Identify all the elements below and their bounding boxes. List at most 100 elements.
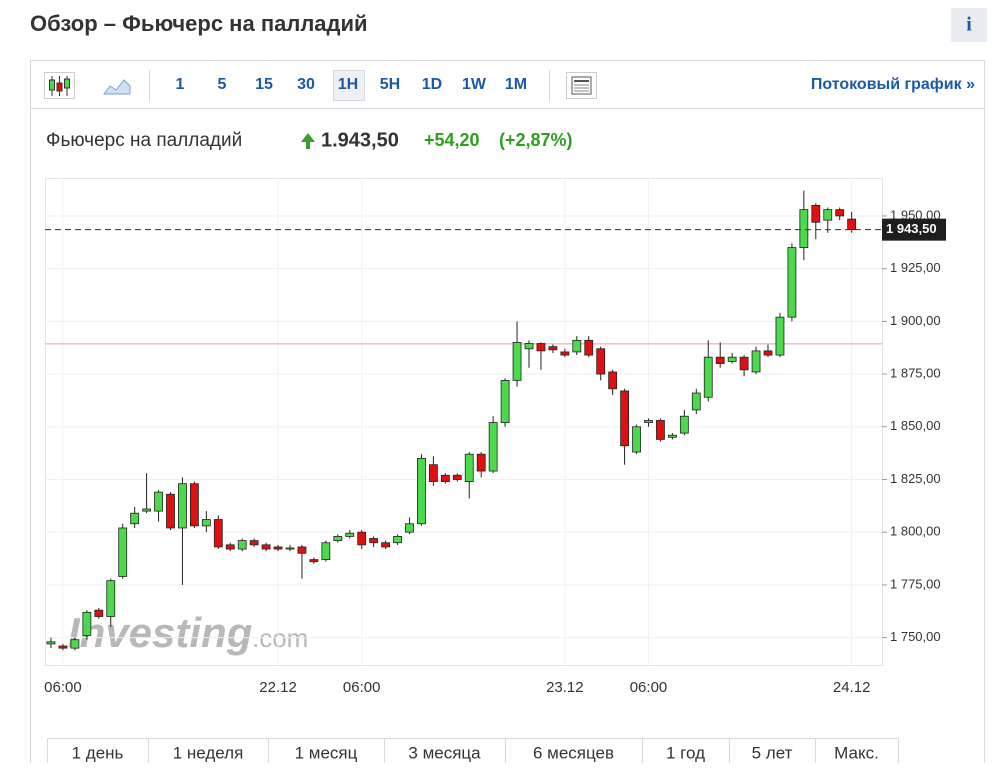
- candle-body: [142, 508, 152, 512]
- period-label[interactable]: 1 неделя: [173, 743, 244, 762]
- interval-button[interactable]: 1W: [462, 76, 487, 93]
- candle-body: [476, 453, 486, 472]
- interval-button[interactable]: 1: [176, 76, 185, 93]
- candle-icon[interactable]: [44, 72, 75, 99]
- candle-body: [787, 247, 797, 318]
- y-tick-label: 1 925,00: [890, 260, 941, 275]
- candle-body: [261, 544, 271, 550]
- last-price-label: 1 943,50: [886, 221, 937, 236]
- interval-button[interactable]: 15: [255, 76, 273, 93]
- y-tick-label: 1 775,00: [890, 576, 941, 591]
- y-tick-label: 1 950,00: [890, 207, 941, 222]
- quote-change: +54,20: [424, 130, 480, 150]
- x-tick-label: 24.12: [833, 679, 871, 696]
- candle-body: [763, 350, 773, 356]
- interval-button[interactable]: 1H: [338, 76, 358, 93]
- x-tick-label: 06:00: [44, 679, 82, 696]
- y-tick-label: 1 850,00: [890, 418, 941, 433]
- y-tick-label: 1 750,00: [890, 629, 941, 644]
- interval-button[interactable]: 30: [297, 76, 315, 93]
- candle-body: [703, 356, 713, 398]
- candle-body: [345, 532, 355, 537]
- candle-body: [82, 611, 92, 636]
- candle-body: [249, 540, 259, 546]
- candle-body: [524, 343, 534, 350]
- period-label[interactable]: 5 лет: [752, 743, 793, 762]
- candle-body: [727, 356, 737, 362]
- candle-body: [393, 535, 402, 544]
- candle-body: [596, 348, 606, 375]
- candle-body: [835, 209, 845, 217]
- y-tick-label: 1 825,00: [890, 471, 941, 486]
- candle-body: [632, 426, 641, 453]
- info-button[interactable]: [951, 8, 987, 42]
- candle-body: [428, 464, 438, 482]
- candle-body: [847, 218, 857, 231]
- candle-body: [512, 342, 522, 381]
- candle-body: [417, 457, 426, 525]
- candle-body: [94, 609, 104, 617]
- candle-body: [560, 351, 570, 356]
- interval-button[interactable]: 5H: [380, 76, 400, 93]
- active-interval-bg: [333, 70, 365, 101]
- watermark: Investing .com: [68, 609, 308, 656]
- candle-body: [691, 392, 701, 411]
- candle-body: [548, 346, 558, 351]
- candle-body: [452, 474, 462, 480]
- candle-body: [357, 531, 367, 546]
- period-label[interactable]: 1 месяц: [295, 743, 358, 762]
- candle-body: [178, 483, 187, 529]
- candle-body: [739, 356, 749, 371]
- candle-body: [213, 519, 223, 548]
- candle-body: [201, 519, 211, 527]
- candle-body: [321, 542, 331, 560]
- candle-body: [679, 415, 689, 434]
- plot: 1 750,00 1 775,00 1 800,00 1 825,00 1 850,00…: [44, 178, 946, 696]
- candle-body: [130, 512, 140, 525]
- period-label[interactable]: Макс.: [834, 743, 879, 762]
- candle-body: [488, 422, 498, 472]
- candle-body: [237, 540, 247, 550]
- plot-frame: [45, 178, 883, 666]
- candle-body: [644, 420, 653, 423]
- candle-body: [189, 483, 199, 527]
- candle-body: [106, 580, 116, 617]
- panel: [30, 60, 985, 768]
- candle-body: [584, 339, 594, 356]
- interval-button[interactable]: 1D: [422, 76, 442, 93]
- x-tick-label: 22.12: [259, 679, 297, 696]
- candle-body: [166, 493, 175, 529]
- quote-name: Фьючерс на палладий: [46, 130, 242, 151]
- candle-body: [799, 209, 809, 248]
- candle-body: [381, 542, 391, 548]
- news-icon[interactable]: [566, 72, 597, 99]
- candle-body: [273, 546, 283, 550]
- candle-body: [811, 205, 821, 223]
- area-icon[interactable]: [103, 79, 131, 95]
- interval-button[interactable]: 5: [218, 76, 227, 93]
- candle-body: [464, 453, 474, 482]
- interval-button[interactable]: 1M: [505, 76, 527, 93]
- candle-body: [154, 491, 163, 512]
- y-tick-label: 1 900,00: [890, 313, 941, 328]
- candle-body: [297, 546, 307, 554]
- candle-body: [46, 641, 56, 645]
- candle-body: [500, 379, 510, 423]
- period-label[interactable]: 1 год: [666, 743, 705, 762]
- candle-body: [715, 356, 725, 364]
- candle-body: [668, 434, 677, 438]
- period-label[interactable]: 3 месяца: [408, 743, 481, 762]
- candle-body: [751, 350, 761, 373]
- candle-body: [369, 538, 379, 544]
- candle-body: [823, 209, 833, 221]
- streaming-link[interactable]: Потоковый график »: [811, 76, 975, 93]
- quote-price: 1.943,50: [321, 129, 399, 151]
- info-icon[interactable]: i: [966, 14, 972, 36]
- candle-body: [70, 639, 80, 649]
- candle-body: [656, 420, 665, 440]
- candle-body: [620, 390, 629, 447]
- candle-body: [285, 547, 295, 550]
- period-label[interactable]: 6 месяцев: [533, 743, 614, 762]
- period-label[interactable]: 1 день: [72, 743, 124, 762]
